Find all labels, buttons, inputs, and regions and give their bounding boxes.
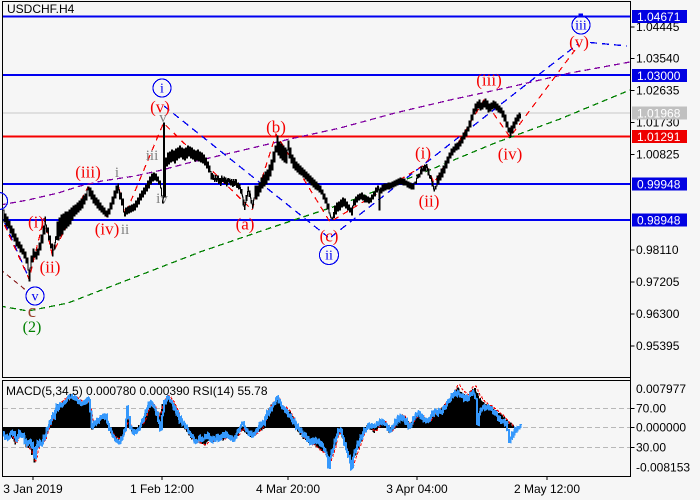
svg-text:1.01968: 1.01968	[637, 107, 681, 121]
svg-text:(2): (2)	[23, 319, 42, 336]
svg-text:1.01291: 1.01291	[637, 130, 681, 144]
svg-text:(iii): (iii)	[476, 71, 502, 90]
svg-text:(v): (v)	[569, 33, 589, 52]
svg-text:iv: iv	[156, 191, 168, 207]
svg-text:1.03540: 1.03540	[636, 52, 680, 66]
svg-text:(ii): (ii)	[40, 258, 61, 277]
svg-text:(iii): (iii)	[75, 163, 101, 182]
svg-text:i: i	[115, 165, 119, 181]
svg-text:(v): (v)	[150, 98, 170, 117]
svg-text:ii: ii	[325, 249, 333, 264]
svg-text:1.03000: 1.03000	[637, 69, 681, 83]
svg-text:-0.008153: -0.008153	[636, 461, 690, 475]
svg-text:(a): (a)	[236, 215, 255, 234]
svg-text:0.007977: 0.007977	[636, 382, 686, 396]
svg-text:c: c	[28, 301, 36, 322]
svg-text:iii: iii	[146, 148, 159, 164]
svg-text:1.04671: 1.04671	[637, 10, 681, 24]
svg-text:1.00825: 1.00825	[636, 148, 680, 162]
svg-text:0.97205: 0.97205	[636, 275, 680, 289]
svg-text:1.02635: 1.02635	[636, 84, 680, 98]
svg-text:iii: iii	[575, 19, 587, 34]
svg-text:i: i	[160, 82, 164, 97]
svg-text:(i): (i)	[415, 144, 431, 163]
svg-text:0.98948: 0.98948	[637, 214, 681, 228]
svg-text:(iv): (iv)	[95, 220, 120, 239]
svg-text:0.99948: 0.99948	[637, 178, 681, 192]
svg-text:1.04445: 1.04445	[636, 20, 680, 34]
svg-text:0.000000: 0.000000	[636, 421, 686, 435]
svg-text:(ii): (ii)	[419, 192, 440, 211]
svg-text:0.95395: 0.95395	[636, 339, 680, 353]
svg-text:4 Mar 20:00: 4 Mar 20:00	[256, 482, 320, 496]
svg-text:3 Jan 2019: 3 Jan 2019	[3, 482, 63, 496]
svg-text:3 Apr 04:00: 3 Apr 04:00	[386, 482, 448, 496]
svg-text:1 Feb 12:00: 1 Feb 12:00	[130, 482, 194, 496]
svg-text:30.00: 30.00	[636, 441, 666, 455]
svg-text:v: v	[32, 290, 39, 305]
svg-text:(iv): (iv)	[498, 145, 523, 164]
svg-text:2 May 12:00: 2 May 12:00	[514, 482, 580, 496]
svg-text:v: v	[159, 110, 167, 126]
svg-text:USDCHF.H4: USDCHF.H4	[7, 2, 75, 16]
svg-text:0.96300: 0.96300	[636, 307, 680, 321]
svg-text:ii: ii	[121, 222, 129, 238]
svg-text:0.98110: 0.98110	[636, 243, 679, 257]
svg-text:70.00: 70.00	[636, 402, 666, 416]
svg-text:(b): (b)	[266, 118, 286, 137]
svg-text:(c): (c)	[320, 227, 339, 246]
svg-text:(i): (i)	[28, 213, 44, 232]
svg-text:MACD(5,34,5) 0.000780 0.000390: MACD(5,34,5) 0.000780 0.000390 RSI(14) 5…	[6, 384, 268, 398]
